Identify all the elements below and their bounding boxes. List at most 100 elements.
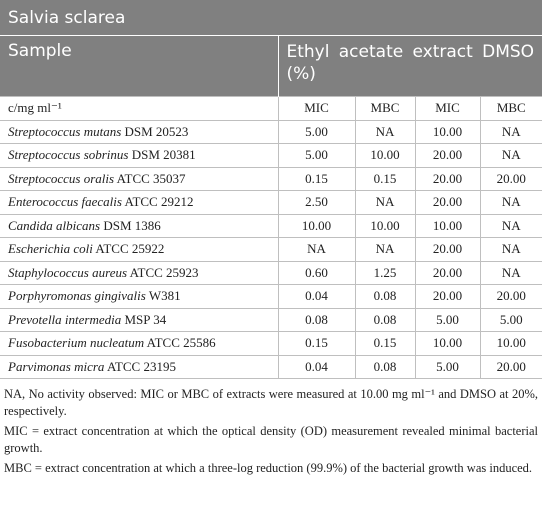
- table-title: Salvia sclarea: [0, 0, 542, 36]
- value-cell: 0.08: [277, 307, 356, 332]
- value-cell: 10.00: [354, 213, 416, 238]
- value-cell: 5.00: [414, 354, 481, 379]
- value-cell: 10.00: [354, 143, 416, 168]
- value-cell: 20.00: [414, 190, 481, 215]
- table-row: Enterococcus faecalis ATCC 29212 2.50 NA 20…: [0, 190, 542, 215]
- strain-id: ATCC 25922: [95, 241, 165, 257]
- sample-cell: Streptococcus mutans DSM 20523: [0, 119, 279, 144]
- value-cell: 20.00: [414, 284, 481, 309]
- value-cell: NA: [479, 143, 542, 168]
- subheader-cell: MBC: [479, 96, 542, 121]
- value-cell: 5.00: [414, 307, 481, 332]
- value-cell: NA: [479, 237, 542, 262]
- header-cell: Sample: [0, 36, 278, 97]
- footnote: NA, No activity observed: MIC or MBC of …: [4, 387, 538, 418]
- strain-id: DSM 20523: [124, 123, 189, 139]
- value-cell: 20.00: [414, 143, 481, 168]
- value-cell: 10.00: [414, 119, 481, 144]
- species-name: Staphylococcus aureus: [8, 264, 128, 280]
- species-name: Escherichia coli: [8, 241, 93, 257]
- strain-id: ATCC 35037: [116, 170, 186, 186]
- value-cell: 1.25: [354, 260, 416, 285]
- value-cell: 0.08: [354, 307, 416, 332]
- value-cell: NA: [354, 190, 416, 215]
- value-cell: NA: [479, 119, 542, 144]
- footnote: MBC = extract concentration at which a t…: [4, 461, 533, 475]
- value-cell: NA: [479, 260, 542, 285]
- sample-cell: Streptococcus oralis ATCC 35037: [0, 166, 279, 191]
- subheader-cell: MIC: [414, 96, 481, 121]
- table-row: Escherichia coli ATCC 25922 NA NA 20.00 NA: [0, 237, 542, 262]
- value-cell: 0.15: [277, 331, 356, 356]
- value-cell: 10.00: [479, 331, 542, 356]
- table-row: Porphyromonas gingivalis W381 0.04 0.08 20.…: [0, 284, 542, 309]
- subheader-cell: MBC: [354, 96, 416, 121]
- species-name: Parvimonas micra: [8, 358, 105, 374]
- value-cell: 20.00: [479, 284, 542, 309]
- footnote: MIC = extract concentration at which the…: [4, 424, 538, 455]
- sample-cell: Fusobacterium nucleatum ATCC 25586: [0, 331, 279, 356]
- strain-id: MSP 34: [124, 311, 167, 327]
- sample-cell: Escherichia coli ATCC 25922: [0, 237, 279, 262]
- sample-cell: Staphylococcus aureus ATCC 25923: [0, 260, 279, 285]
- value-cell: 10.00: [414, 213, 481, 238]
- table-row: Fusobacterium nucleatum ATCC 25586 0.15 0.…: [0, 331, 542, 356]
- table-row: Parvimonas micra ATCC 23195 0.04 0.08 5.00 2…: [0, 354, 542, 379]
- value-cell: 5.00: [277, 119, 356, 144]
- strain-id: ATCC 23195: [106, 358, 176, 374]
- value-cell: 20.00: [414, 260, 481, 285]
- header-cell: Ethyl acetate extract DMSO (%): [277, 36, 542, 97]
- species-name: Streptococcus oralis: [8, 170, 115, 186]
- footnotes: NA, No activity observed: MIC or MBC of …: [0, 379, 542, 477]
- sample-cell: Porphyromonas gingivalis W381: [0, 284, 279, 309]
- table-row: Staphylococcus aureus ATCC 25923 0.60 1.25…: [0, 260, 542, 285]
- value-cell: 10.00: [414, 331, 481, 356]
- data-table: Sample Ethyl acetate extract DMSO (%) c/…: [0, 36, 542, 379]
- species-name: Prevotella intermedia: [8, 311, 122, 327]
- value-cell: NA: [277, 237, 356, 262]
- value-cell: 20.00: [479, 166, 542, 191]
- value-cell: 20.00: [479, 354, 542, 379]
- table-wrap: Salvia sclarea Sample Ethyl acetate extr…: [0, 0, 542, 477]
- value-cell: NA: [479, 213, 542, 238]
- value-cell: NA: [479, 190, 542, 215]
- sample-cell: Prevotella intermedia MSP 34: [0, 307, 279, 332]
- value-cell: 0.15: [277, 166, 356, 191]
- subheader-cell: MIC: [277, 96, 356, 121]
- species-name: Porphyromonas gingivalis: [8, 288, 146, 304]
- species-name: Fusobacterium nucleatum: [8, 335, 145, 351]
- table-row: Streptococcus mutans DSM 20523 5.00 NA 10.0…: [0, 119, 542, 144]
- value-cell: 2.50: [277, 190, 356, 215]
- value-cell: 0.08: [354, 354, 416, 379]
- value-cell: 0.04: [277, 354, 356, 379]
- sample-cell: Candida albicans DSM 1386: [0, 213, 279, 238]
- species-name: Candida albicans: [8, 217, 101, 233]
- value-cell: NA: [354, 237, 416, 262]
- table-row: Candida albicans DSM 1386 10.00 10.00 10.00…: [0, 213, 542, 238]
- species-name: Streptococcus mutans: [8, 123, 122, 139]
- strain-id: DSM 20381: [131, 147, 196, 163]
- table-row: Prevotella intermedia MSP 34 0.08 0.08 5.00…: [0, 307, 542, 332]
- strain-id: ATCC 29212: [124, 194, 194, 210]
- sample-cell: Streptococcus sobrinus DSM 20381: [0, 143, 279, 168]
- subheader-row: c/mg ml⁻¹ MIC MBC MIC MBC: [0, 96, 542, 121]
- strain-id: DSM 1386: [103, 217, 161, 233]
- value-cell: 0.60: [277, 260, 356, 285]
- strain-id: W381: [148, 288, 181, 304]
- value-cell: 20.00: [414, 166, 481, 191]
- value-cell: NA: [354, 119, 416, 144]
- subheader-cell: c/mg ml⁻¹: [0, 96, 279, 121]
- value-cell: 0.15: [354, 166, 416, 191]
- value-cell: 20.00: [414, 237, 481, 262]
- value-cell: 5.00: [277, 143, 356, 168]
- sample-cell: Enterococcus faecalis ATCC 29212: [0, 190, 279, 215]
- table-row: Streptococcus sobrinus DSM 20381 5.00 10.0…: [0, 143, 542, 168]
- strain-id: ATCC 25586: [146, 335, 216, 351]
- value-cell: 5.00: [479, 307, 542, 332]
- value-cell: 0.08: [354, 284, 416, 309]
- sample-cell: Parvimonas micra ATCC 23195: [0, 354, 279, 379]
- value-cell: 0.04: [277, 284, 356, 309]
- table-row: Streptococcus oralis ATCC 35037 0.15 0.15 2…: [0, 166, 542, 191]
- species-name: Streptococcus sobrinus: [8, 147, 129, 163]
